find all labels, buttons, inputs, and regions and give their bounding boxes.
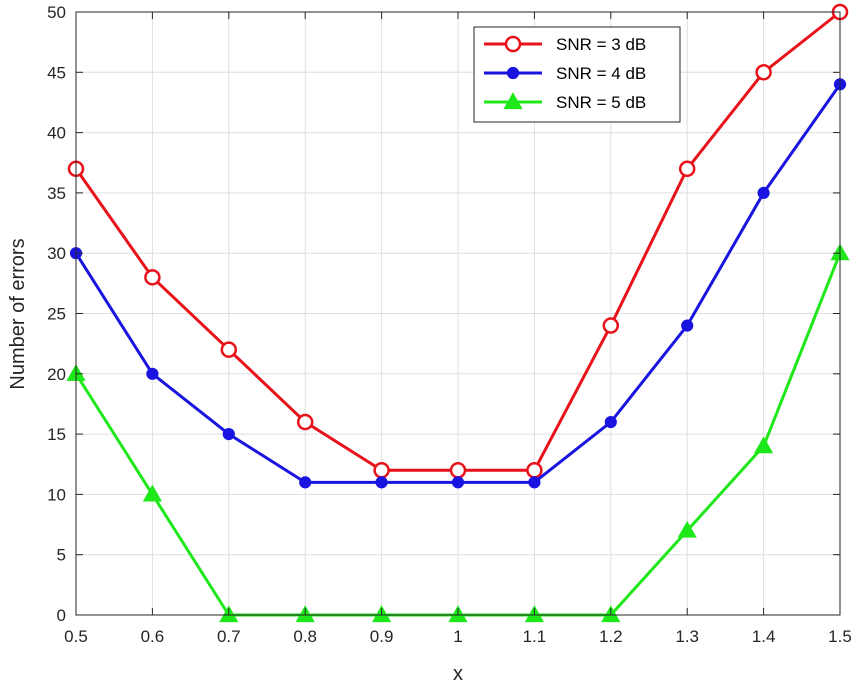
data-point: [602, 317, 620, 334]
legend-item: SNR = 4 dB: [484, 64, 646, 83]
legend-item: SNR = 3 dB: [484, 35, 646, 54]
y-tick-label: 35: [47, 184, 66, 203]
legend-marker: [506, 66, 520, 80]
x-axis-label: x: [453, 663, 463, 685]
data-point: [681, 319, 694, 332]
x-tick-label: 0.6: [141, 627, 165, 646]
legend-label: SNR = 4 dB: [556, 64, 646, 83]
legend-marker: [504, 35, 522, 53]
data-point: [222, 428, 235, 441]
x-tick-label: 0.9: [370, 627, 394, 646]
tick-labels: 0.5 0.6 0.7 0.8 0.9 1 1.1 1.2 1.3 1.4 1.5 0 5 10 15 20 2…: [47, 3, 852, 646]
y-tick-label: 5: [57, 546, 66, 565]
y-tick-label: 40: [47, 124, 66, 143]
data-point: [220, 341, 238, 358]
x-tick-label: 1.5: [828, 627, 852, 646]
y-tick-label: 25: [47, 305, 66, 324]
legend-item: SNR = 5 dB: [484, 92, 646, 112]
x-tick-label: 1.4: [752, 627, 776, 646]
data-point: [528, 476, 541, 489]
y-tick-label: 45: [47, 63, 66, 82]
data-point: [299, 476, 312, 489]
y-tick-label: 20: [47, 365, 66, 384]
y-tick-label: 30: [47, 244, 66, 263]
data-point: [753, 436, 774, 454]
y-tick-label: 15: [47, 425, 66, 444]
legend-label: SNR = 3 dB: [556, 35, 646, 54]
data-point: [296, 413, 314, 431]
data-point: [755, 64, 772, 81]
y-tick-label: 50: [47, 3, 66, 22]
x-tick-label: 1.2: [599, 627, 623, 646]
y-tick-label: 0: [57, 606, 66, 625]
x-tick-label: 1: [453, 627, 462, 646]
data-point: [449, 462, 467, 479]
data-point: [526, 462, 543, 479]
data-point: [451, 476, 465, 489]
x-tick-label: 0.5: [64, 627, 88, 646]
data-point: [144, 269, 161, 286]
y-axis-label: Number of errors: [7, 238, 29, 389]
legend-marker: [503, 92, 523, 110]
legend: SNR = 3 dB SNR = 4 dB SNR = 5 dB: [473, 26, 681, 123]
data-point: [375, 476, 388, 489]
x-tick-label: 1.1: [523, 627, 547, 646]
data-point: [146, 367, 159, 380]
data-point: [604, 415, 617, 429]
x-tick-label: 0.7: [217, 627, 241, 646]
data-point: [373, 462, 390, 479]
legend-label: SNR = 5 dB: [556, 93, 646, 112]
x-tick-label: 1.3: [675, 627, 699, 646]
y-tick-label: 10: [47, 485, 66, 504]
data-point: [678, 160, 696, 178]
x-tick-label: 0.8: [293, 627, 317, 646]
data-point: [142, 484, 163, 502]
data-point: [757, 186, 770, 199]
data-point: [677, 520, 697, 538]
